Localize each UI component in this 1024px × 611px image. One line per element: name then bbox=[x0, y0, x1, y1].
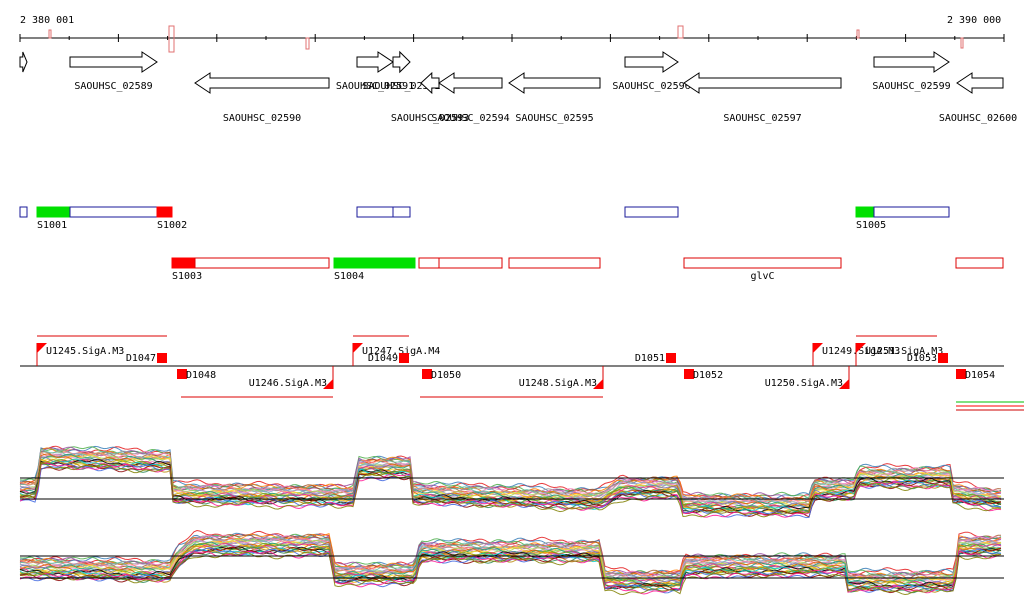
gene-arrow bbox=[624, 51, 679, 73]
segment-label: S1002 bbox=[157, 220, 187, 231]
expression-trace bbox=[19, 445, 1002, 501]
upshift-flag bbox=[856, 343, 866, 353]
segment-minus bbox=[333, 257, 416, 269]
downshift-marker bbox=[422, 369, 432, 379]
downshift-marker bbox=[938, 353, 948, 363]
gene-label: SAOUHSC_02596 bbox=[612, 81, 690, 92]
gene-arrow bbox=[873, 51, 950, 73]
downshift-label: D1049 bbox=[368, 353, 398, 364]
segment-minus bbox=[683, 257, 842, 269]
gene-arrow bbox=[194, 72, 330, 94]
downshift-marker bbox=[684, 369, 694, 379]
expression-trace bbox=[19, 550, 1002, 595]
segment-minus bbox=[194, 257, 330, 269]
shift-track: U1245.SigA.M3 U1246.SigA.M3 U1247.SigA.M4 U… bbox=[20, 335, 1024, 411]
expression-trace bbox=[19, 551, 1002, 596]
gene-arrow bbox=[683, 72, 842, 94]
gene-label: SAOUHSC_02595 bbox=[515, 113, 593, 124]
gene-arrow bbox=[956, 72, 1004, 94]
coverage-marker bbox=[856, 29, 860, 39]
downshift-marker bbox=[157, 353, 167, 363]
expression-trace bbox=[19, 529, 1002, 576]
gene-arrow bbox=[356, 51, 394, 73]
upshift-label: U1245.SigA.M3 bbox=[46, 346, 124, 357]
expression-plot-plus-strand bbox=[19, 445, 1004, 519]
coordinate-ruler: 2 380 001 2 390 000 bbox=[19, 15, 1005, 53]
gene-arrow bbox=[438, 72, 503, 94]
gene-annotation-track: SAOUHSC_02589SAOUHSC_02590SAOUHSC_02591S… bbox=[19, 50, 1017, 124]
gene-label: SAOUHSC_02589 bbox=[74, 81, 152, 92]
upshift-flag bbox=[813, 343, 823, 353]
coverage-marker bbox=[305, 37, 310, 50]
downshift-label: D1053 bbox=[907, 353, 937, 364]
segment-label: S1005 bbox=[856, 220, 886, 231]
gene-label: SAOUHSC_02597 bbox=[723, 113, 801, 124]
upshift-flag bbox=[37, 343, 47, 353]
upshift-label: U1250.SigA.M3 bbox=[765, 378, 843, 389]
segment-minus bbox=[438, 257, 503, 269]
segment-plus bbox=[36, 206, 71, 218]
gene-label: SAOUHSC_02593 bbox=[391, 113, 469, 124]
gene-arrow bbox=[19, 51, 28, 73]
segment-track: S1001 S1002 S1005 S1003 S1004 glvC bbox=[19, 206, 1004, 282]
segment-plus bbox=[156, 206, 173, 218]
gene-label: SAOUHSC_02594 bbox=[431, 113, 509, 124]
segment-label: glvC bbox=[750, 271, 774, 282]
downshift-label: D1052 bbox=[693, 370, 723, 381]
coverage-marker bbox=[168, 25, 175, 53]
upshift-label: U1249.SigA.M3 bbox=[822, 346, 900, 357]
downshift-label: D1048 bbox=[186, 370, 216, 381]
gene-label: SAOUHSC_02592 bbox=[362, 81, 440, 92]
segment-plus bbox=[873, 206, 950, 218]
segment-minus bbox=[171, 257, 196, 269]
end-coordinate-label: 2 390 000 bbox=[947, 15, 1001, 26]
downshift-marker bbox=[666, 353, 676, 363]
upshift-flag bbox=[593, 379, 603, 389]
segment-minus bbox=[508, 257, 601, 269]
gene-arrow bbox=[69, 51, 158, 73]
segment-plus bbox=[19, 206, 28, 218]
segment-label: S1004 bbox=[334, 271, 364, 282]
segment-minus bbox=[418, 257, 440, 269]
downshift-label: D1051 bbox=[635, 353, 665, 364]
gene-label: SAOUHSC_02590 bbox=[223, 113, 301, 124]
downshift-label: D1047 bbox=[126, 353, 156, 364]
start-coordinate-label: 2 380 001 bbox=[20, 15, 74, 26]
segment-plus bbox=[855, 206, 875, 218]
upshift-label: U1247.SigA.M4 bbox=[362, 346, 440, 357]
segment-plus bbox=[356, 206, 394, 218]
upshift-label: U1246.SigA.M3 bbox=[249, 378, 327, 389]
segment-plus bbox=[69, 206, 158, 218]
gene-label: SAOUHSC_02591 bbox=[336, 81, 414, 92]
gene-arrow bbox=[508, 72, 601, 94]
coverage-marker bbox=[48, 29, 52, 39]
segment-label: S1003 bbox=[172, 271, 202, 282]
downshift-label: D1054 bbox=[965, 370, 995, 381]
expression-plot-minus-strand bbox=[19, 529, 1004, 596]
upshift-flag bbox=[353, 343, 363, 353]
upshift-label: U1251.SigA.M3 bbox=[865, 346, 943, 357]
upshift-flag bbox=[839, 379, 849, 389]
segment-plus bbox=[624, 206, 679, 218]
downshift-marker bbox=[399, 353, 409, 363]
downshift-marker bbox=[956, 369, 966, 379]
segment-label: S1001 bbox=[37, 220, 67, 231]
downshift-label: D1050 bbox=[431, 370, 461, 381]
gene-arrow bbox=[392, 50, 411, 74]
upshift-flag bbox=[323, 379, 333, 389]
coverage-marker bbox=[677, 25, 684, 39]
segment-minus bbox=[955, 257, 1004, 269]
downshift-marker bbox=[177, 369, 187, 379]
gene-label: SAOUHSC_02599 bbox=[872, 81, 950, 92]
gene-label: SAOUHSC_02600 bbox=[939, 113, 1017, 124]
upshift-label: U1248.SigA.M3 bbox=[519, 378, 597, 389]
coverage-marker bbox=[960, 37, 964, 49]
gene-arrow bbox=[420, 71, 440, 95]
segment-plus bbox=[392, 206, 411, 218]
